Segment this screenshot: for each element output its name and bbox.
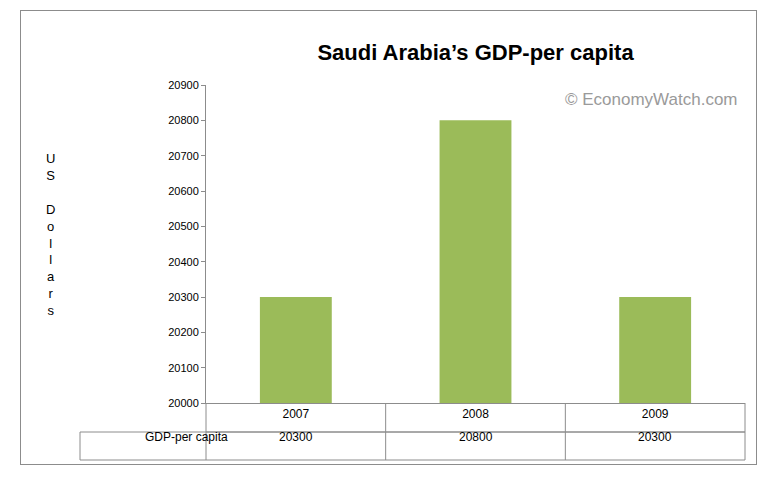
- svg-text:2008: 2008: [462, 407, 489, 421]
- svg-text:20700: 20700: [168, 150, 199, 162]
- svg-text:20900: 20900: [168, 79, 199, 91]
- svg-text:US Dollars: US Dollars: [46, 151, 55, 318]
- svg-text:20200: 20200: [168, 326, 199, 338]
- svg-text:20500: 20500: [168, 220, 199, 232]
- svg-text:20300: 20300: [168, 291, 199, 303]
- svg-text:20800: 20800: [459, 430, 493, 444]
- svg-text:20000: 20000: [168, 397, 199, 409]
- svg-text:20600: 20600: [168, 185, 199, 197]
- svg-text:2007: 2007: [282, 407, 309, 421]
- svg-text:20300: 20300: [279, 430, 313, 444]
- svg-text:© EconomyWatch.com: © EconomyWatch.com: [565, 90, 738, 109]
- svg-text:GDP-per capita: GDP-per capita: [145, 430, 228, 444]
- svg-text:20100: 20100: [168, 362, 199, 374]
- svg-text:2009: 2009: [642, 407, 669, 421]
- svg-text:20300: 20300: [638, 430, 672, 444]
- svg-text:Saudi Arabia’s GDP-per capita: Saudi Arabia’s GDP-per capita: [317, 40, 634, 65]
- svg-text:20400: 20400: [168, 256, 199, 268]
- svg-text:20800: 20800: [168, 114, 199, 126]
